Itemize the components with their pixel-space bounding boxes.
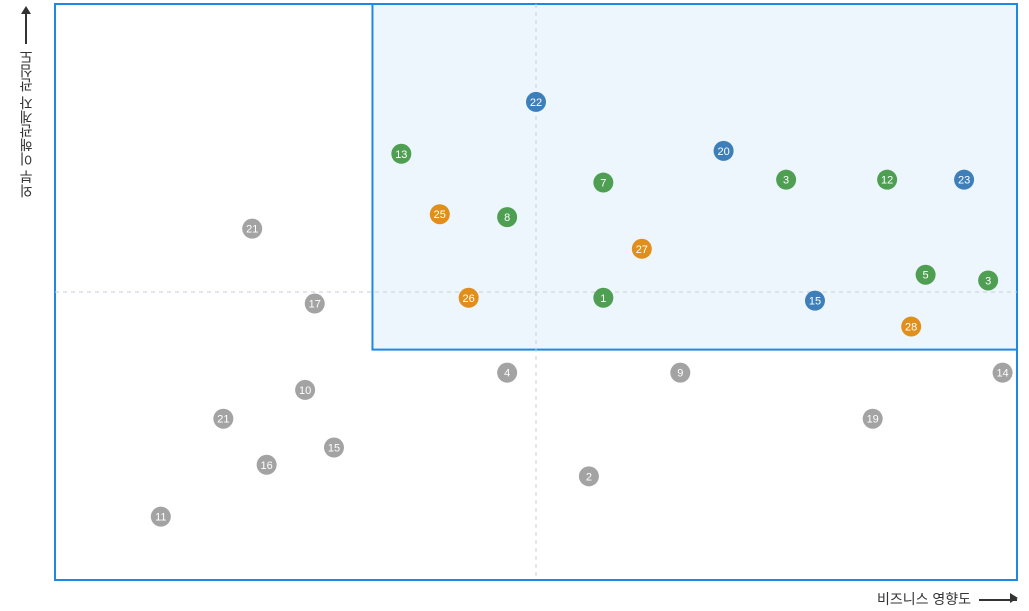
scatter-point-marker — [776, 169, 797, 190]
scatter-point: 10 — [295, 379, 316, 400]
scatter-point: 20 — [713, 140, 734, 161]
scatter-point-marker — [304, 293, 325, 314]
x-axis-arrow-icon — [979, 593, 1018, 605]
x-axis-label: 비즈니스 영향도 — [876, 591, 971, 607]
scatter-point: 12 — [877, 169, 898, 190]
scatter-point: 15 — [804, 290, 825, 311]
scatter-point: 13 — [391, 143, 412, 164]
scatter-point-label: 22 — [530, 97, 542, 109]
scatter-point-marker — [429, 204, 450, 225]
scatter-point: 21 — [213, 408, 234, 429]
scatter-point-marker — [256, 454, 277, 475]
scatter-point-marker — [458, 287, 479, 308]
scatter-point-marker — [593, 172, 614, 193]
scatter-point: 27 — [631, 238, 652, 259]
scatter-point-marker — [593, 287, 614, 308]
scatter-point: 7 — [593, 172, 614, 193]
scatter-point-label: 8 — [504, 212, 510, 224]
scatter-point-label: 4 — [504, 368, 510, 380]
scatter-point-marker — [323, 437, 344, 458]
scatter-point-label: 23 — [958, 175, 970, 187]
scatter-point: 23 — [954, 169, 975, 190]
scatter-point: 5 — [915, 264, 936, 285]
scatter-point-label: 17 — [309, 299, 321, 311]
scatter-point-marker — [915, 264, 936, 285]
scatter-point-marker — [526, 91, 546, 112]
chart-area: 21 17 10 21 16 15 11 4 9 2 19 14 13 8 7 1 3 12 5 3 22 20 23 15 2… — [54, 3, 1018, 581]
scatter-point-label: 3 — [985, 275, 991, 287]
scatter-point-label: 28 — [905, 322, 917, 334]
scatter-point: 26 — [458, 287, 479, 308]
scatter-point-label: 20 — [717, 146, 729, 158]
scatter-point-label: 1 — [600, 293, 606, 305]
scatter-point: 9 — [670, 362, 691, 383]
scatter-point-marker — [295, 379, 316, 400]
scatter-point-label: 12 — [881, 175, 893, 187]
scatter-point-marker — [670, 362, 691, 383]
scatter-point-label: 25 — [434, 209, 446, 221]
scatter-point-marker — [631, 238, 652, 259]
y-axis-label-container: 외부 이해관계자 관심도 — [6, 6, 46, 226]
scatter-point: 25 — [429, 204, 450, 225]
scatter-point: 21 — [242, 218, 263, 239]
x-axis-label-container: 비즈니스 영향도 — [876, 589, 1018, 609]
scatter-point-label: 19 — [867, 414, 879, 426]
scatter-point-label: 10 — [299, 385, 311, 397]
scatter-point: 14 — [992, 362, 1013, 383]
scatter-point-marker — [978, 270, 999, 291]
scatter-point-label: 26 — [463, 293, 475, 305]
scatter-point-marker — [992, 362, 1013, 383]
y-axis-arrow-icon — [20, 6, 32, 44]
scatter-point: 19 — [862, 408, 883, 429]
scatter-point-label: 13 — [395, 149, 407, 161]
scatter-point-label: 21 — [217, 414, 229, 426]
scatter-point-marker — [862, 408, 883, 429]
scatter-point-label: 15 — [809, 296, 821, 308]
scatter-point-label: 9 — [677, 368, 683, 380]
scatter-point-label: 11 — [155, 512, 166, 524]
scatter-point: 22 — [526, 91, 546, 112]
scatter-point: 17 — [304, 293, 325, 314]
scatter-point-label: 2 — [586, 471, 592, 483]
scatter-point-marker — [497, 362, 518, 383]
scatter-point-marker — [804, 290, 825, 311]
scatter-point-marker — [901, 316, 922, 337]
scatter-point-marker — [242, 218, 263, 239]
scatter-point: 2 — [578, 466, 599, 487]
scatter-point-label: 14 — [996, 368, 1008, 380]
scatter-point: 1 — [593, 287, 614, 308]
scatter-point-label: 27 — [636, 244, 648, 256]
scatter-point-marker — [391, 143, 412, 164]
scatter-point-marker — [497, 207, 518, 228]
scatter-point-marker — [150, 506, 171, 527]
scatter-point: 4 — [497, 362, 518, 383]
scatter-point-marker — [213, 408, 234, 429]
scatter-point-label: 5 — [923, 270, 929, 282]
y-axis-label: 외부 이해관계자 관심도 — [18, 50, 34, 198]
scatter-point-label: 21 — [246, 224, 258, 236]
scatter-point: 11 — [150, 506, 171, 527]
scatter-point-label: 3 — [783, 175, 789, 187]
scatter-point-marker — [954, 169, 975, 190]
scatter-point: 3 — [978, 270, 999, 291]
scatter-point-label: 7 — [600, 178, 606, 190]
scatter-point-marker — [578, 466, 599, 487]
scatter-point-label: 16 — [261, 460, 273, 472]
scatter-point: 8 — [497, 207, 518, 228]
scatter-point-label: 15 — [328, 443, 340, 455]
scatter-point: 15 — [323, 437, 344, 458]
scatter-point: 3 — [776, 169, 797, 190]
scatter-point: 28 — [901, 316, 922, 337]
scatter-point: 16 — [256, 454, 277, 475]
scatter-point-marker — [877, 169, 898, 190]
scatter-point-marker — [713, 140, 734, 161]
